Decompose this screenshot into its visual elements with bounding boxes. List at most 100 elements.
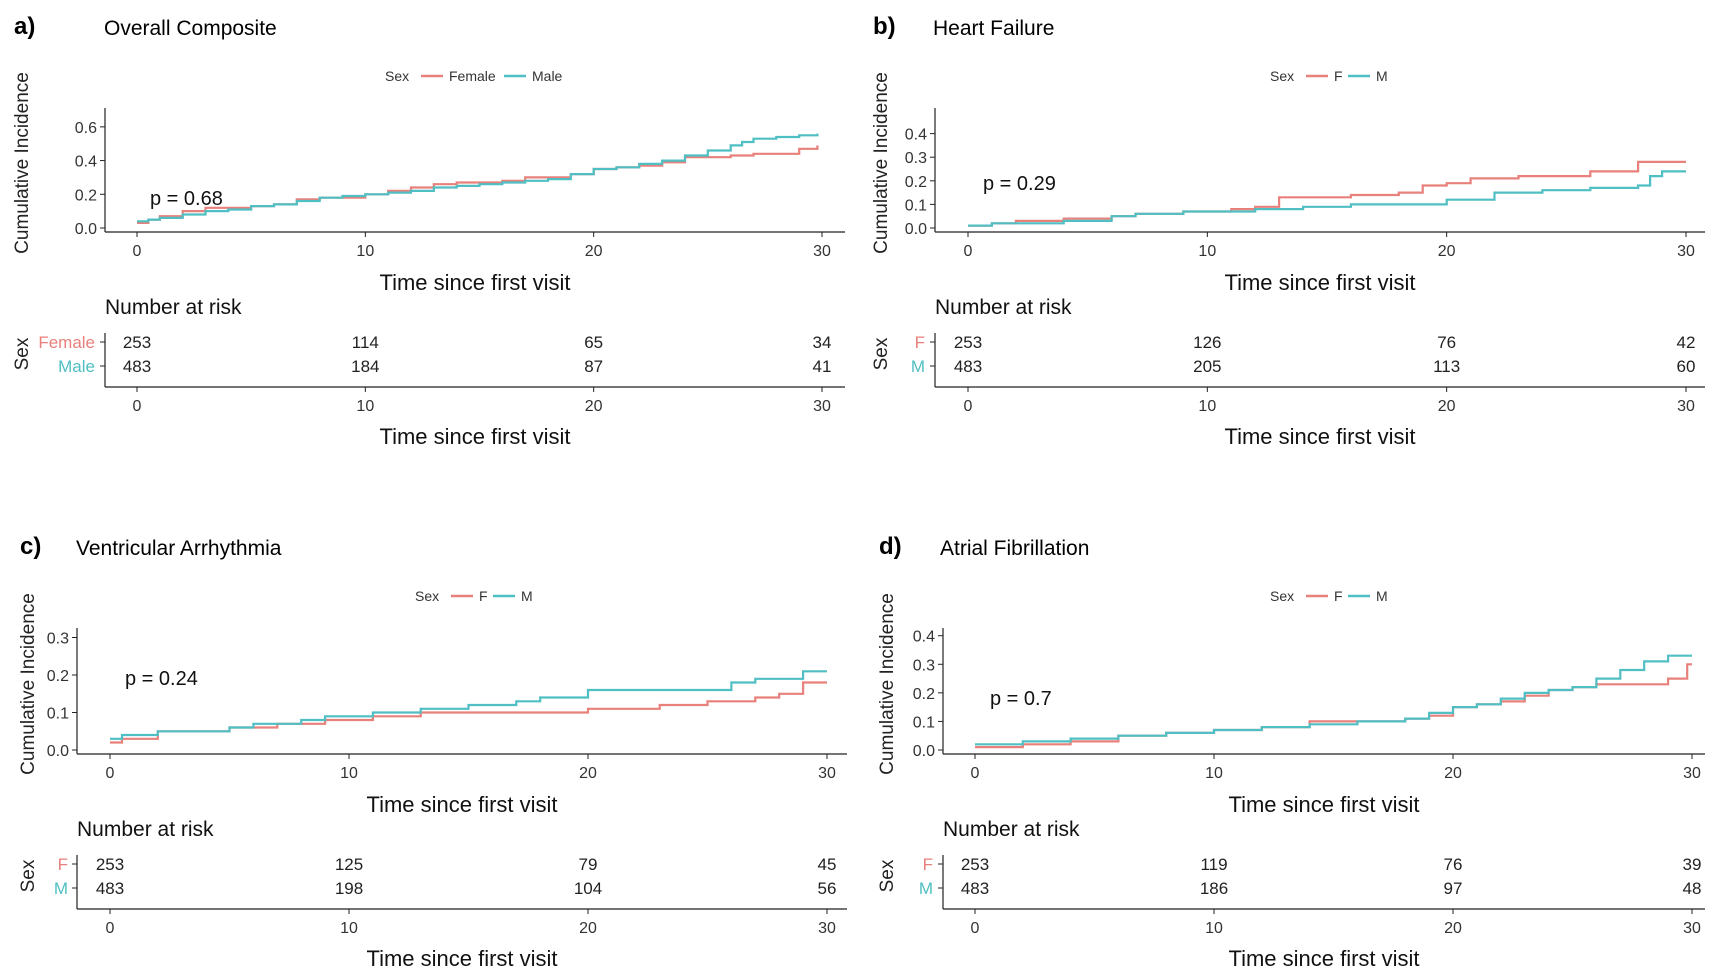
x-tick-label: 20 [585,243,603,260]
risk-count: 483 [954,357,982,376]
x-tick-label: 30 [813,243,831,260]
risk-count: 41 [813,357,832,376]
y-tick-label: 0.1 [913,714,935,731]
panel-label: c) [20,533,41,560]
legend-label-male: M [521,588,533,604]
risk-x-tick-label: 20 [1444,920,1462,937]
risk-x-tick-label: 10 [1198,398,1216,415]
x-tick-label: 0 [964,243,973,260]
x-axis-label: Time since first visit [1224,270,1415,295]
legend-label-male: M [1376,68,1388,84]
chart-title: Ventricular Arrhythmia [76,537,282,560]
risk-count: 126 [1193,333,1221,352]
series-line-male [110,670,827,740]
risk-count: 119 [1200,855,1227,874]
risk-count: 253 [954,333,982,352]
x-tick-label: 20 [1438,243,1456,260]
risk-table-title: Number at risk [105,296,242,319]
y-tick-label: 0.2 [905,174,927,191]
chart-title: Heart Failure [933,17,1054,40]
legend-title: Sex [415,588,439,604]
x-tick-label: 0 [106,765,115,782]
x-tick-label: 0 [133,243,142,260]
risk-count: 205 [1193,357,1221,376]
y-tick-label: 0.0 [913,743,935,760]
risk-table-x-label: Time since first visit [1228,946,1419,971]
risk-table-x-label: Time since first visit [366,946,557,971]
risk-x-tick-label: 0 [964,398,973,415]
risk-x-tick-label: 0 [971,920,980,937]
x-axis-label: Time since first visit [366,792,557,817]
x-tick-label: 10 [340,765,358,782]
risk-table-x-label: Time since first visit [379,424,570,449]
risk-row-label-male: Male [58,357,95,376]
legend-label-female: F [1334,68,1343,84]
risk-row-label-female: F [923,855,933,874]
x-tick-label: 30 [818,765,836,782]
y-tick-label: 0.0 [75,221,97,238]
risk-count: 114 [352,333,379,352]
y-axis-label: Cumulative Incidence [18,593,39,775]
risk-count: 87 [584,357,603,376]
p-value-annotation: p = 0.68 [150,188,223,210]
y-tick-label: 0.4 [905,127,927,144]
series-line-male [975,654,1692,746]
x-tick-label: 20 [1444,765,1462,782]
risk-table-title: Number at risk [77,818,214,841]
risk-x-tick-label: 20 [585,398,603,415]
risk-row-label-male: M [919,879,933,898]
series-line-male [968,170,1686,227]
risk-table-title: Number at risk [935,296,1072,319]
y-tick-label: 0.1 [47,706,69,723]
legend: Sex F M [1270,68,1388,84]
risk-table-title: Number at risk [943,818,1080,841]
y-axis-label: Cumulative Incidence [12,72,33,254]
x-tick-label: 10 [1198,243,1216,260]
risk-count: 483 [961,879,989,898]
legend: Sex F M [415,588,533,604]
risk-count: 113 [1433,357,1460,376]
risk-count: 104 [574,879,602,898]
risk-count: 198 [335,879,363,898]
risk-x-tick-label: 20 [579,920,597,937]
risk-count: 97 [1444,879,1463,898]
x-tick-label: 10 [1205,765,1223,782]
y-tick-label: 0.0 [47,743,69,760]
y-axis-label: Cumulative Incidence [871,72,892,254]
panel-label: b) [873,13,896,40]
risk-count: 483 [96,879,124,898]
risk-count: 253 [961,855,989,874]
legend-label-female: Female [449,68,496,84]
y-tick-label: 0.4 [913,629,935,646]
legend: Sex Female Male [385,68,563,84]
risk-count: 34 [813,333,832,352]
risk-x-tick-label: 30 [813,398,831,415]
risk-x-tick-label: 0 [133,398,142,415]
legend-label-male: Male [532,68,563,84]
risk-count: 79 [579,855,598,874]
legend-label-male: M [1376,588,1388,604]
risk-x-tick-label: 30 [818,920,836,937]
risk-count: 56 [818,879,837,898]
risk-x-tick-label: 10 [340,920,358,937]
risk-row-label-female: F [915,333,925,352]
y-tick-label: 0.6 [75,120,97,137]
risk-count: 76 [1444,855,1463,874]
risk-x-tick-label: 10 [1205,920,1223,937]
risk-count: 60 [1677,357,1696,376]
risk-row-label-male: M [911,357,925,376]
risk-x-tick-label: 30 [1677,398,1695,415]
y-tick-label: 0.3 [47,631,69,648]
legend-title: Sex [1270,68,1294,84]
p-value-annotation: p = 0.7 [990,688,1052,710]
x-axis-label: Time since first visit [1228,792,1419,817]
y-tick-label: 0.3 [913,657,935,674]
x-tick-label: 10 [356,243,374,260]
x-axis-label: Time since first visit [379,270,570,295]
x-tick-label: 20 [579,765,597,782]
risk-count: 253 [123,333,151,352]
legend-label-female: F [1334,588,1343,604]
risk-row-label-male: M [54,879,68,898]
